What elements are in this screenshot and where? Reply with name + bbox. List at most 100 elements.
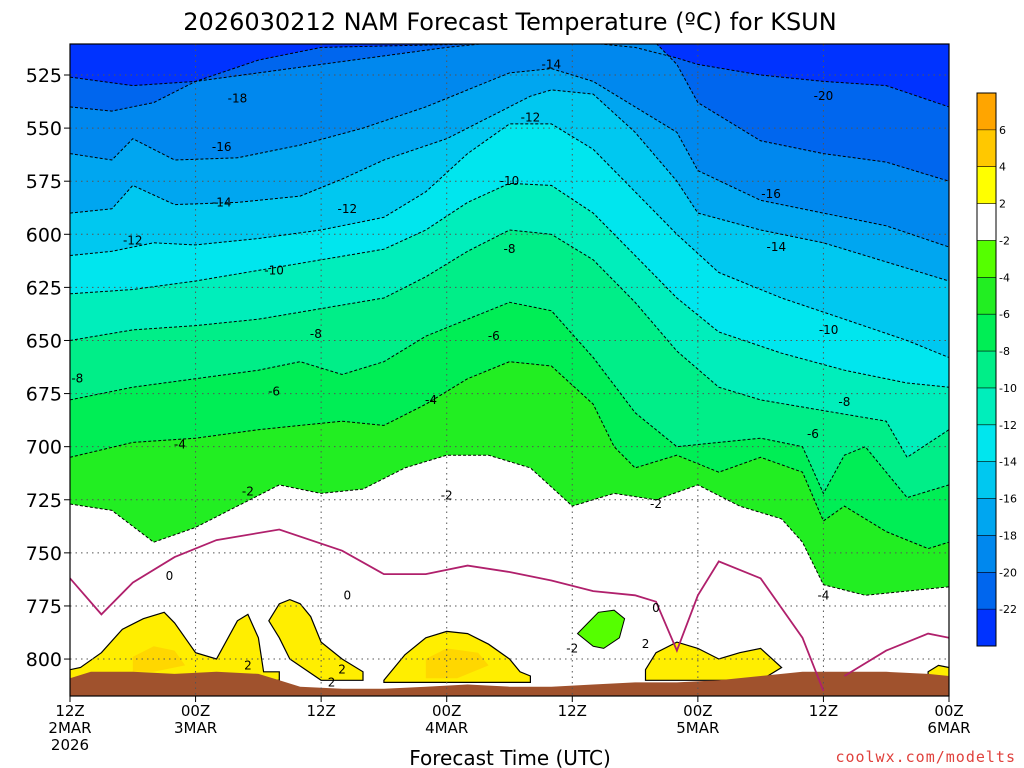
x-tick-label-60-1: 5MAR bbox=[676, 719, 719, 737]
colorbar-swatch--22--20 bbox=[977, 572, 996, 610]
colorbar-label--6: -6 bbox=[999, 308, 1010, 321]
x-tick-label-84-1: 6MAR bbox=[927, 719, 970, 737]
colorbar-label-2: 2 bbox=[999, 198, 1006, 211]
isotherm-lines bbox=[70, 44, 949, 692]
colorbar-label--14: -14 bbox=[999, 456, 1017, 469]
isotherm-label-14: -8 bbox=[310, 327, 322, 341]
isotherm-label-26: -2 bbox=[566, 641, 578, 655]
isotherm-label-4: -14 bbox=[542, 57, 562, 71]
isotherm--8 bbox=[70, 229, 949, 459]
colorbar-label--22: -22 bbox=[999, 603, 1017, 616]
isotherm-label-33: 2 bbox=[642, 637, 650, 651]
isotherm-label-18: -6 bbox=[268, 384, 280, 398]
x-tick-label-0-1: 2MAR bbox=[48, 719, 91, 737]
isotherm--16 bbox=[70, 68, 949, 248]
y-tick-label-575: 575 bbox=[26, 171, 62, 193]
colorbar-swatch--4--2 bbox=[977, 240, 996, 278]
isotherm-label-3: -16 bbox=[761, 187, 781, 201]
isotherm--20 bbox=[70, 44, 949, 108]
isotherm-label-31: 2 bbox=[338, 663, 346, 677]
isotherm-label-12: -10 bbox=[819, 323, 839, 337]
isotherm-label-25: -2 bbox=[650, 497, 662, 511]
grid-lines bbox=[70, 44, 949, 696]
isotherm-label-5: -14 bbox=[212, 195, 232, 209]
colorbar-label--4: -4 bbox=[999, 271, 1010, 284]
isotherm-label-22: -4 bbox=[817, 588, 829, 602]
isotherm--12 bbox=[70, 123, 949, 358]
colorbar-swatch--6--4 bbox=[977, 277, 996, 315]
colorbar-swatch--12--10 bbox=[977, 387, 996, 426]
isotherm-label-11: -10 bbox=[264, 263, 284, 277]
colorbar-label--10: -10 bbox=[999, 382, 1017, 395]
isotherm-label-21: -4 bbox=[174, 438, 186, 452]
colorbar-swatch--2-2 bbox=[977, 203, 996, 241]
x-tick-label-72-0: 12Z bbox=[809, 702, 838, 720]
isotherm-label-6: -14 bbox=[767, 240, 787, 254]
isotherm-label-30: 2 bbox=[244, 658, 252, 672]
isotherm--6 bbox=[70, 301, 949, 499]
colorbar-label--2: -2 bbox=[999, 234, 1010, 247]
isotherm-label-15: -8 bbox=[71, 372, 83, 386]
isotherm-label-9: -12 bbox=[123, 234, 143, 248]
warm-region-1 bbox=[268, 598, 364, 681]
y-tick-label-650: 650 bbox=[26, 330, 62, 352]
isotherm-label-32: 2 bbox=[328, 675, 336, 689]
isotherm-label-27: 0 bbox=[166, 569, 174, 583]
y-tick-label-800: 800 bbox=[26, 649, 62, 671]
colorbar-swatch--18--16 bbox=[977, 498, 996, 536]
temperature-fills bbox=[70, 44, 949, 696]
x-axis-label: Forecast Time (UTC) bbox=[409, 746, 611, 768]
colorbar-swatch--20--18 bbox=[977, 535, 996, 573]
cold-pocket bbox=[576, 609, 626, 649]
colorbar-label-4: 4 bbox=[999, 161, 1006, 174]
isotherm--18 bbox=[70, 44, 949, 182]
y-tick-label-525: 525 bbox=[26, 65, 62, 87]
isotherm-label-16: -8 bbox=[838, 395, 850, 409]
colorbar-frame bbox=[976, 92, 997, 647]
y-tick-label-725: 725 bbox=[26, 490, 62, 512]
isotherm-label-20: -4 bbox=[425, 393, 437, 407]
zero-isotherm-east bbox=[843, 632, 949, 677]
colorbar-label--16: -16 bbox=[999, 493, 1017, 506]
terrain bbox=[70, 671, 949, 696]
colorbar-swatch-2-4 bbox=[977, 166, 996, 205]
isotherm-label-13: -8 bbox=[504, 242, 516, 256]
colorbar-label--18: -18 bbox=[999, 529, 1017, 542]
x-tick-label-24-0: 12Z bbox=[306, 702, 335, 720]
y-tick-label-600: 600 bbox=[26, 224, 62, 246]
chart-title: 2026030212 NAM Forecast Temperature (ºC)… bbox=[183, 8, 836, 36]
x-tick-label-84-0: 00Z bbox=[934, 702, 963, 720]
colorbar-label--12: -12 bbox=[999, 419, 1017, 432]
isotherm-labels: -20-18-16-16-14-14-14-12-12-12-10-10-10-… bbox=[71, 57, 850, 689]
x-tick-label-48-0: 12Z bbox=[558, 702, 587, 720]
isotherm-label-8: -12 bbox=[337, 202, 357, 216]
isotherm-label-2: -16 bbox=[212, 140, 232, 154]
isotherm-label-17: -6 bbox=[488, 329, 500, 343]
isotherm-label-29: 0 bbox=[652, 601, 660, 615]
plot-frame bbox=[69, 43, 950, 697]
credit-text: coolwx.com/modelts bbox=[835, 748, 1016, 766]
plot-area: -20-18-16-16-14-14-14-12-12-12-10-10-10-… bbox=[70, 44, 949, 696]
x-tick-label-0-0: 12Z bbox=[55, 702, 84, 720]
isotherm--10 bbox=[70, 182, 949, 388]
isotherm-label-28: 0 bbox=[343, 588, 351, 602]
colorbar-swatch--14--12 bbox=[977, 424, 996, 463]
y-tick-label-775: 775 bbox=[26, 596, 62, 618]
x-tick-label-60-0: 00Z bbox=[683, 702, 712, 720]
isotherm-label-23: -2 bbox=[242, 484, 254, 498]
y-tick-label-550: 550 bbox=[26, 118, 62, 140]
colorbar-swatch--10--8 bbox=[977, 351, 996, 389]
colorbar-swatch-4-6 bbox=[977, 129, 996, 168]
y-tick-label-750: 750 bbox=[26, 543, 62, 565]
colorbar-swatch--16--14 bbox=[977, 461, 996, 500]
isotherm--2 bbox=[70, 454, 949, 596]
y-tick-label-625: 625 bbox=[26, 277, 62, 299]
colorbar-swatch-6-8 bbox=[977, 93, 996, 131]
colorbar-label-6: 6 bbox=[999, 124, 1006, 137]
isotherm-label-10: -10 bbox=[500, 174, 520, 188]
y-tick-label-675: 675 bbox=[26, 384, 62, 406]
x-tick-label-36-1: 4MAR bbox=[425, 719, 468, 737]
zero-isotherm bbox=[70, 528, 825, 692]
